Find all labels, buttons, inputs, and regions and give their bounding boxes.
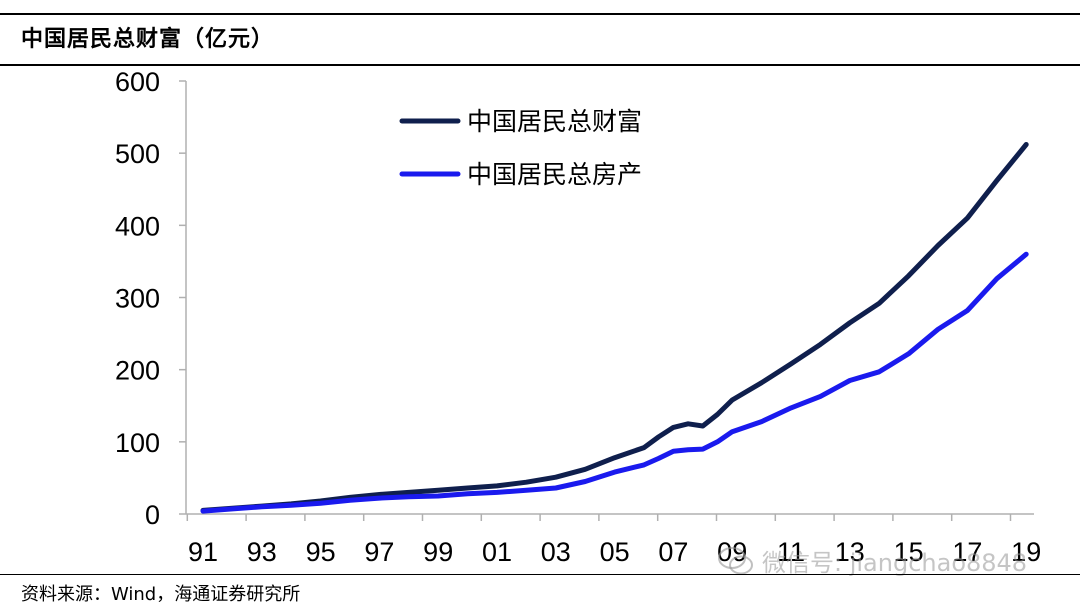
x-tick-label: 95 <box>306 537 336 567</box>
x-axis-ticks: 91 93 95 97 99 01 03 05 07 09 11 13 15 17 19 <box>186 514 1041 567</box>
title-rule <box>0 64 1080 66</box>
x-tick-label: 13 <box>835 537 865 567</box>
y-tick-label: 500 <box>115 139 160 169</box>
x-tick-label: 17 <box>952 537 982 567</box>
x-tick-label: 05 <box>600 537 630 567</box>
series-line-0 <box>200 142 1029 513</box>
x-tick-label: 15 <box>894 537 924 567</box>
wechat-icon <box>718 546 753 574</box>
watermark: 微信号: jiangchao8848 <box>718 543 1027 578</box>
x-tick-label: 03 <box>541 537 571 567</box>
y-tick-label: 400 <box>115 211 160 241</box>
x-tick-label: 07 <box>658 537 688 567</box>
x-tick-label: 01 <box>482 537 512 567</box>
x-tick-label: 91 <box>188 537 218 567</box>
y-tick-label: 200 <box>115 356 160 386</box>
x-tick-label: 93 <box>247 537 277 567</box>
x-tick-label: 97 <box>364 537 394 567</box>
series-lines <box>200 142 1029 514</box>
series-line-1 <box>200 251 1029 514</box>
y-tick-label: 600 <box>115 67 160 97</box>
y-tick-label: 0 <box>145 500 160 530</box>
legend-label-0: 中国居民总财富 <box>467 107 642 136</box>
bottom-rule <box>0 574 1080 575</box>
x-tick-label: 99 <box>423 537 453 567</box>
legend-label-1: 中国居民总房产 <box>467 160 642 189</box>
x-tick-label: 11 <box>777 537 805 567</box>
x-tick-label: 19 <box>1011 537 1041 567</box>
chart-title: 中国居民总财富（亿元） <box>21 27 275 52</box>
y-tick-label: 100 <box>115 428 160 458</box>
watermark-text: 微信号: jiangchao8848 <box>762 549 1028 577</box>
top-rule <box>0 13 1080 15</box>
y-axis-ticks: 0 100 200 300 400 500 600 <box>115 67 186 530</box>
source-note: 资料来源：Wind，海通证券研究所 <box>21 584 301 605</box>
y-tick-label: 300 <box>115 284 160 314</box>
